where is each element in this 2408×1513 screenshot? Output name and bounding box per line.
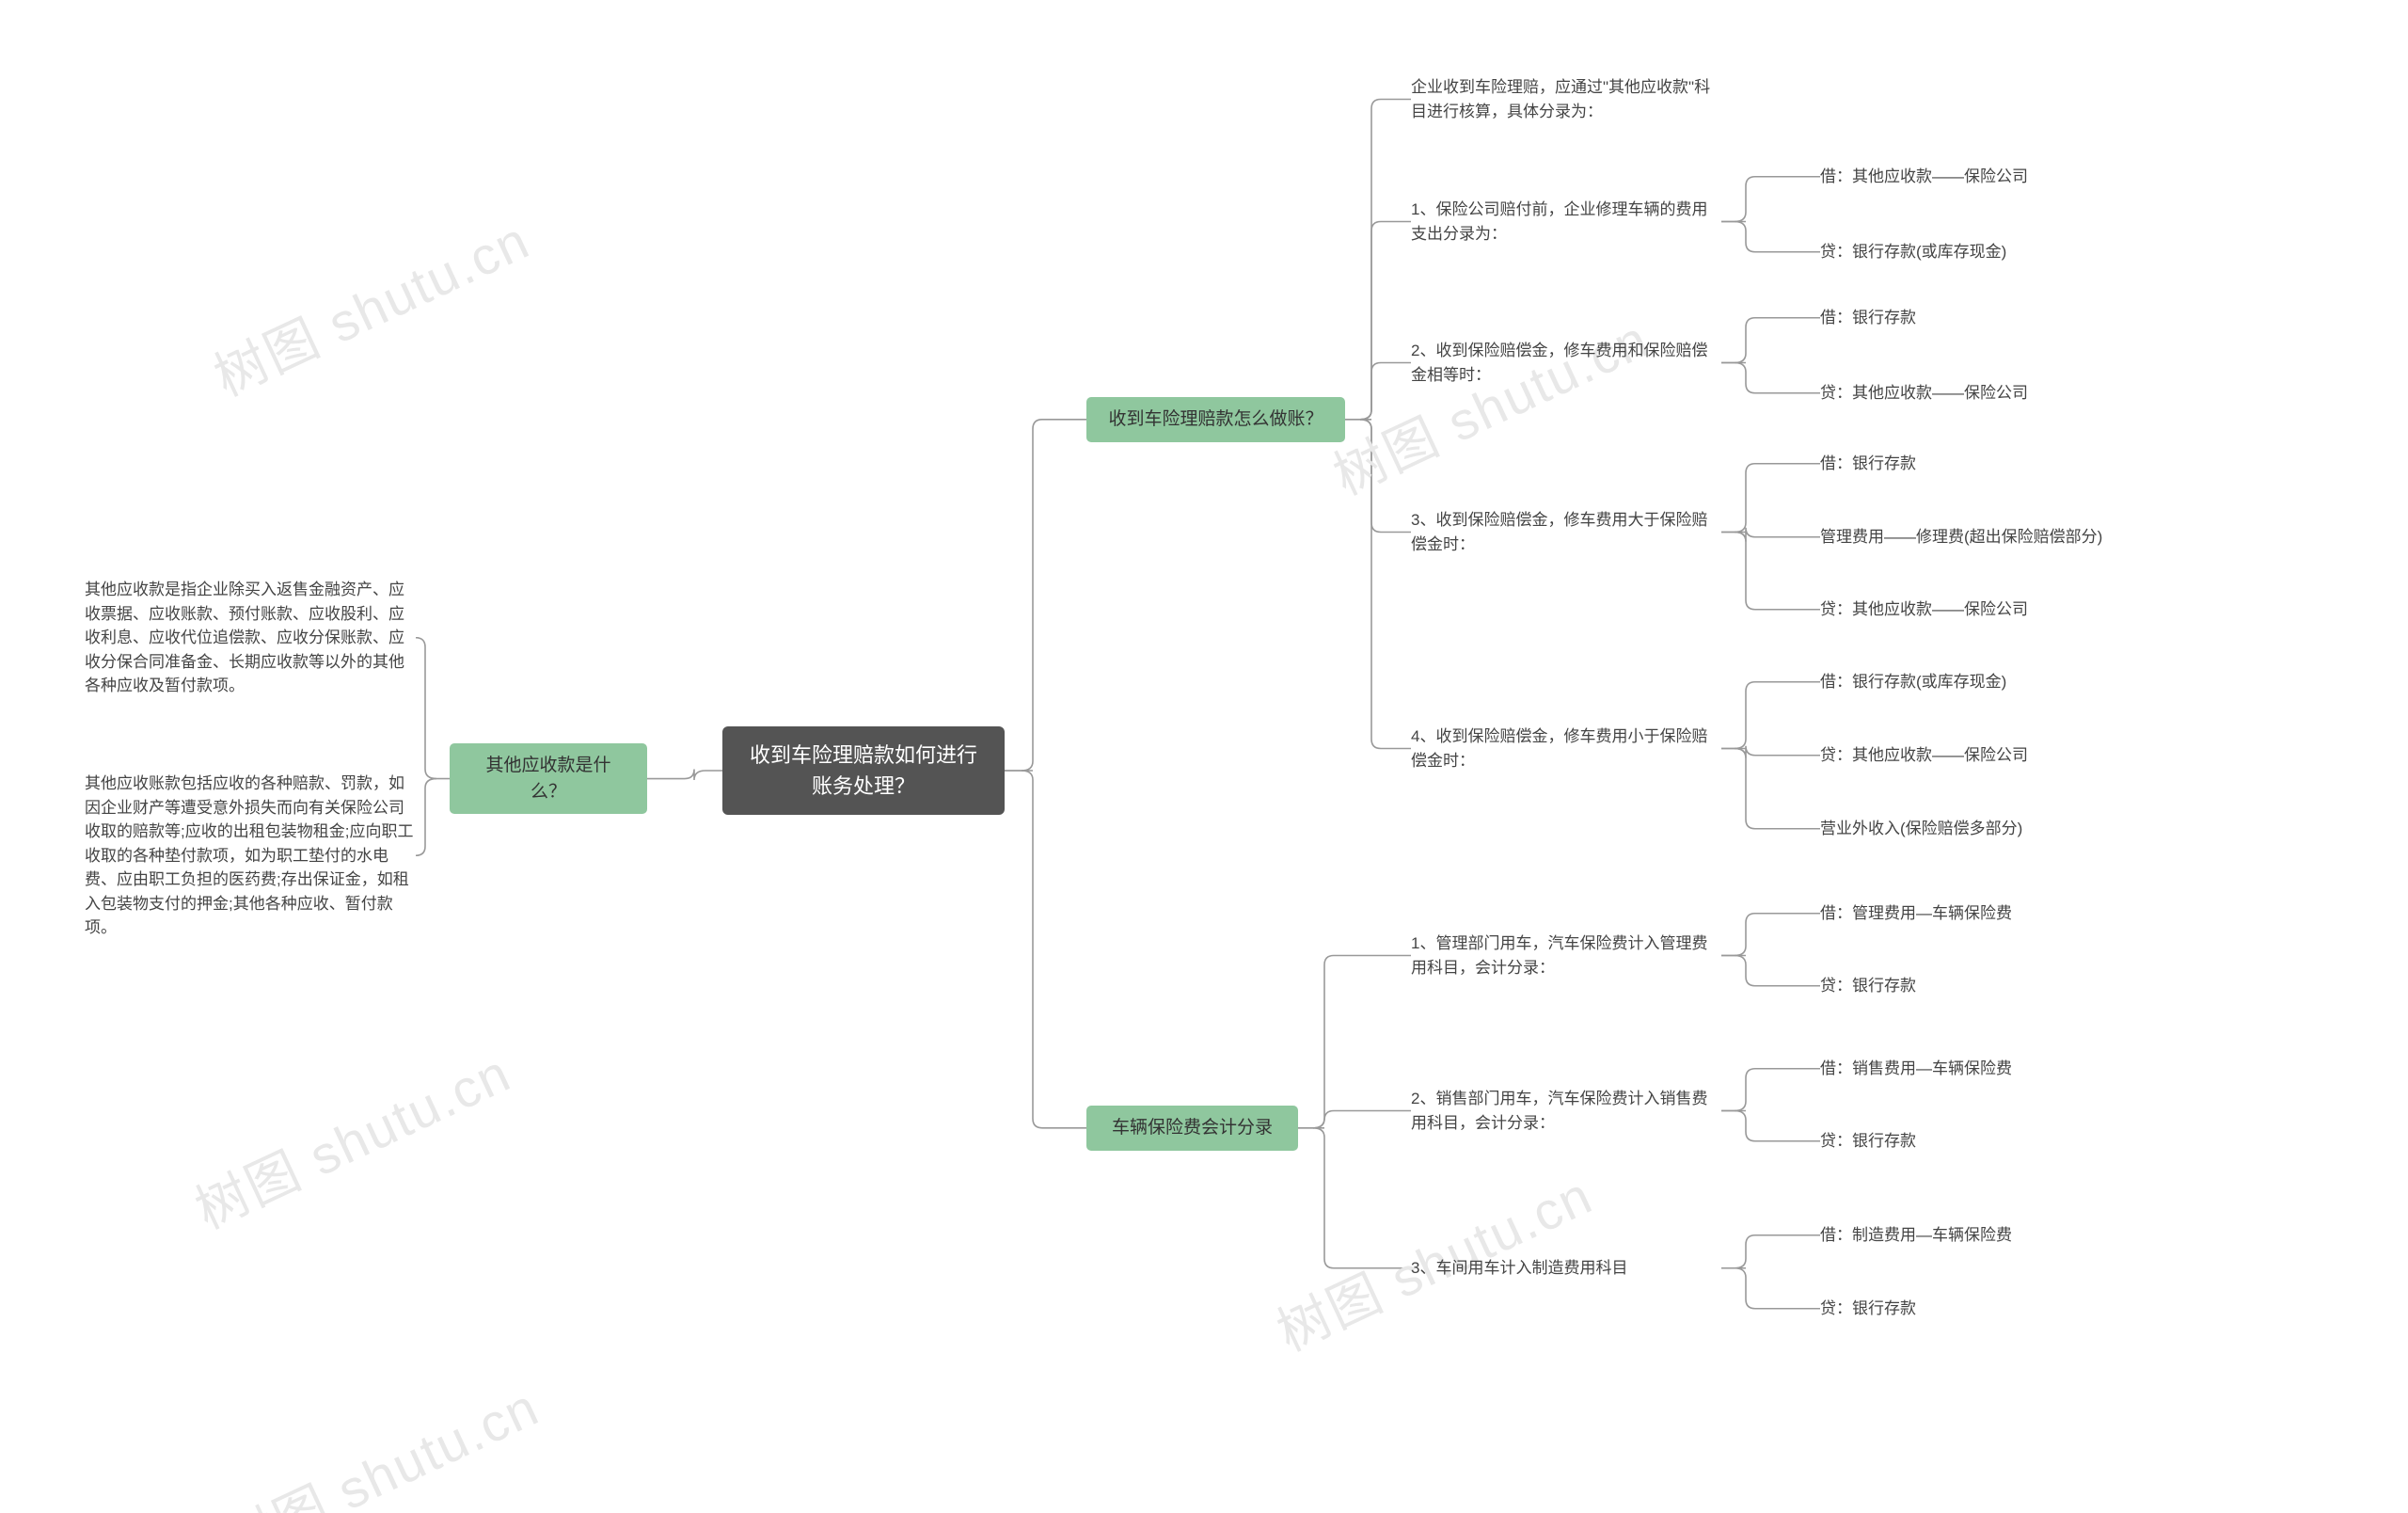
leaf-r1b1: 借：销售费用—车辆保险费 bbox=[1820, 1057, 2121, 1081]
leaf-r0b2: 贷：银行存款(或库存现金) bbox=[1820, 240, 2121, 264]
leaf-r0d3: 贷：其他应收款——保险公司 bbox=[1820, 597, 2121, 622]
leaf-r0e2: 贷：其他应收款——保险公司 bbox=[1820, 743, 2121, 768]
leaf-r0e1: 借：银行存款(或库存现金) bbox=[1820, 670, 2121, 694]
leaf-r0b1: 借：其他应收款——保险公司 bbox=[1820, 165, 2121, 189]
leaf-r0e3: 营业外收入(保险赔偿多部分) bbox=[1820, 817, 2121, 841]
leaf-other-receivables-inc: 其他应收账款包括应收的各种赔款、罚款，如因企业财产等遭受意外损失而向有关保险公司… bbox=[85, 772, 419, 940]
leaf-other-receivables-def: 其他应收款是指企业除买入返售金融资产、应收票据、应收账款、预付账款、应收股利、应… bbox=[85, 578, 419, 698]
leaf-r0c2: 贷：其他应收款——保险公司 bbox=[1820, 381, 2121, 406]
watermark-1: 树图 shutu.cn bbox=[200, 199, 541, 411]
leaf-r0c1: 借：银行存款 bbox=[1820, 306, 2121, 330]
leaf-r1c2: 贷：银行存款 bbox=[1820, 1297, 2121, 1321]
leaf-r1a2: 贷：银行存款 bbox=[1820, 974, 2121, 998]
leaf-r1b: 2、销售部门用车，汽车保险费计入销售费用科目，会计分录： bbox=[1411, 1087, 1721, 1135]
branch-claim-accounting: 收到车险理赔款怎么做账？ bbox=[1086, 397, 1345, 442]
watermark-2: 树图 shutu.cn bbox=[1320, 297, 1660, 510]
leaf-r1c1: 借：制造费用—车辆保险费 bbox=[1820, 1223, 2121, 1248]
watermark-5: 树图 shutu.cn bbox=[210, 1365, 550, 1513]
leaf-r1a: 1、管理部门用车，汽车保险费计入管理费用科目，会计分录： bbox=[1411, 932, 1721, 979]
leaf-r0e: 4、收到保险赔偿金，修车费用小于保险赔偿金时： bbox=[1411, 725, 1721, 772]
leaf-r0d1: 借：银行存款 bbox=[1820, 452, 2121, 476]
leaf-r0d2: 管理费用——修理费(超出保险赔偿部分) bbox=[1820, 525, 2131, 549]
leaf-r0d: 3、收到保险赔偿金，修车费用大于保险赔偿金时： bbox=[1411, 508, 1721, 556]
branch-insurance-fee: 车辆保险费会计分录 bbox=[1086, 1106, 1298, 1151]
root-node: 收到车险理赔款如何进行账务处理？ bbox=[722, 726, 1005, 815]
branch-other-receivables: 其他应收款是什么？ bbox=[450, 743, 647, 814]
leaf-r0a: 企业收到车险理赔，应通过"其他应收款"科目进行核算，具体分录为： bbox=[1411, 75, 1721, 123]
watermark-3: 树图 shutu.cn bbox=[182, 1031, 522, 1244]
leaf-r1a1: 借：管理费用—车辆保险费 bbox=[1820, 901, 2121, 926]
leaf-r0c: 2、收到保险赔偿金，修车费用和保险赔偿金相等时： bbox=[1411, 339, 1721, 387]
leaf-r1b2: 贷：银行存款 bbox=[1820, 1129, 2121, 1154]
leaf-r0b: 1、保险公司赔付前，企业修理车辆的费用支出分录为： bbox=[1411, 198, 1721, 246]
leaf-r1c: 3、车间用车计入制造费用科目 bbox=[1411, 1256, 1721, 1281]
